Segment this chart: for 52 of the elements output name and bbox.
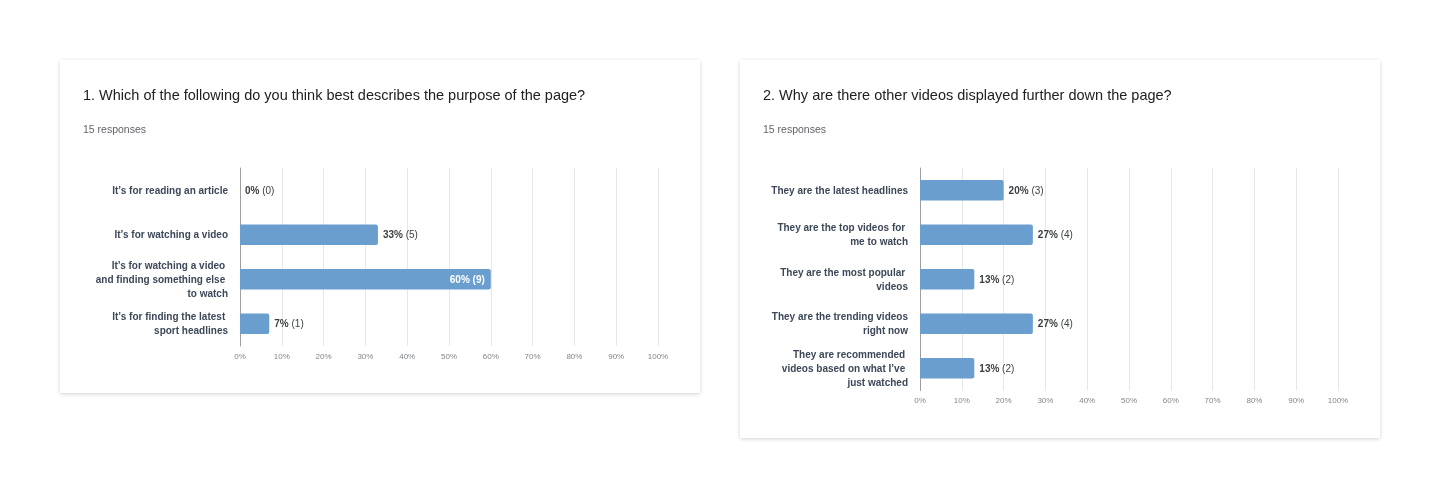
y-tick-label: They are the most popular videos [780,266,909,292]
bar [920,313,1033,334]
x-tick-label: 60% [482,351,499,361]
x-tick-label: 80% [566,351,583,361]
x-tick-label: 10% [953,396,970,405]
x-tick-label: 0% [234,351,246,361]
x-tick-label: 10% [273,351,290,361]
y-tick-label: They are recommended videos based on what I’ve just watched [781,348,908,388]
x-tick-label: 100% [1327,396,1349,405]
x-tick-label: 70% [524,351,541,361]
data-label: 33% (5) [382,229,418,241]
data-label: 20% (3) [1008,184,1044,196]
bar [920,358,975,379]
chart-title: 2. Why are there other videos displayed further down the page? [763,87,1172,103]
bar [240,313,270,334]
x-tick-label: 50% [1120,396,1138,405]
text: 15 responses [83,123,147,135]
x-tick-label: 90% [608,351,625,361]
data-label: 0% (0) [245,184,275,196]
data-label: 7% (1) [274,318,304,330]
bar [920,180,1004,201]
x-tick-label: 30% [357,351,374,361]
x-tick-label: 50% [440,351,458,361]
bar [240,269,491,290]
chart-title: 1. Which of the following do you think best describes the purpose of the page? [83,87,586,103]
y-tick-label: They are the trending videos right now [771,311,909,337]
data-label: 13% (2) [979,273,1015,285]
text: 15 responses [763,123,827,135]
x-tick-label: 20% [995,396,1012,405]
x-tick-label: 80% [1246,396,1263,405]
bar [920,269,975,290]
data-label: 13% (2) [979,362,1015,374]
x-tick-label: 60% [1162,396,1179,405]
x-tick-label: 0% [914,396,926,405]
data-label: 27% (4) [1037,318,1073,330]
x-tick-label: 40% [1079,396,1096,405]
y-tick-label: They are the latest headlines [771,184,909,196]
x-tick-label: 90% [1288,396,1305,405]
bar [920,224,1033,245]
data-label: 60% (9) [449,273,485,285]
x-tick-label: 30% [1037,396,1054,405]
x-tick-label: 100% [647,351,669,361]
y-tick-label: It’s for watching a video [114,229,228,241]
x-tick-label: 40% [399,351,416,361]
data-label: 27% (4) [1037,229,1073,241]
y-tick-label: It’s for reading an article [112,184,229,196]
x-tick-label: 70% [1204,396,1221,405]
y-tick-label: They are the top videos for me to watch [777,222,908,248]
y-tick-label: It’s for watching a video and finding something else to watch [95,259,228,299]
y-tick-label: It’s for finding the latest sport headlines [112,311,229,337]
x-tick-label: 20% [315,351,332,361]
bar [240,224,378,245]
